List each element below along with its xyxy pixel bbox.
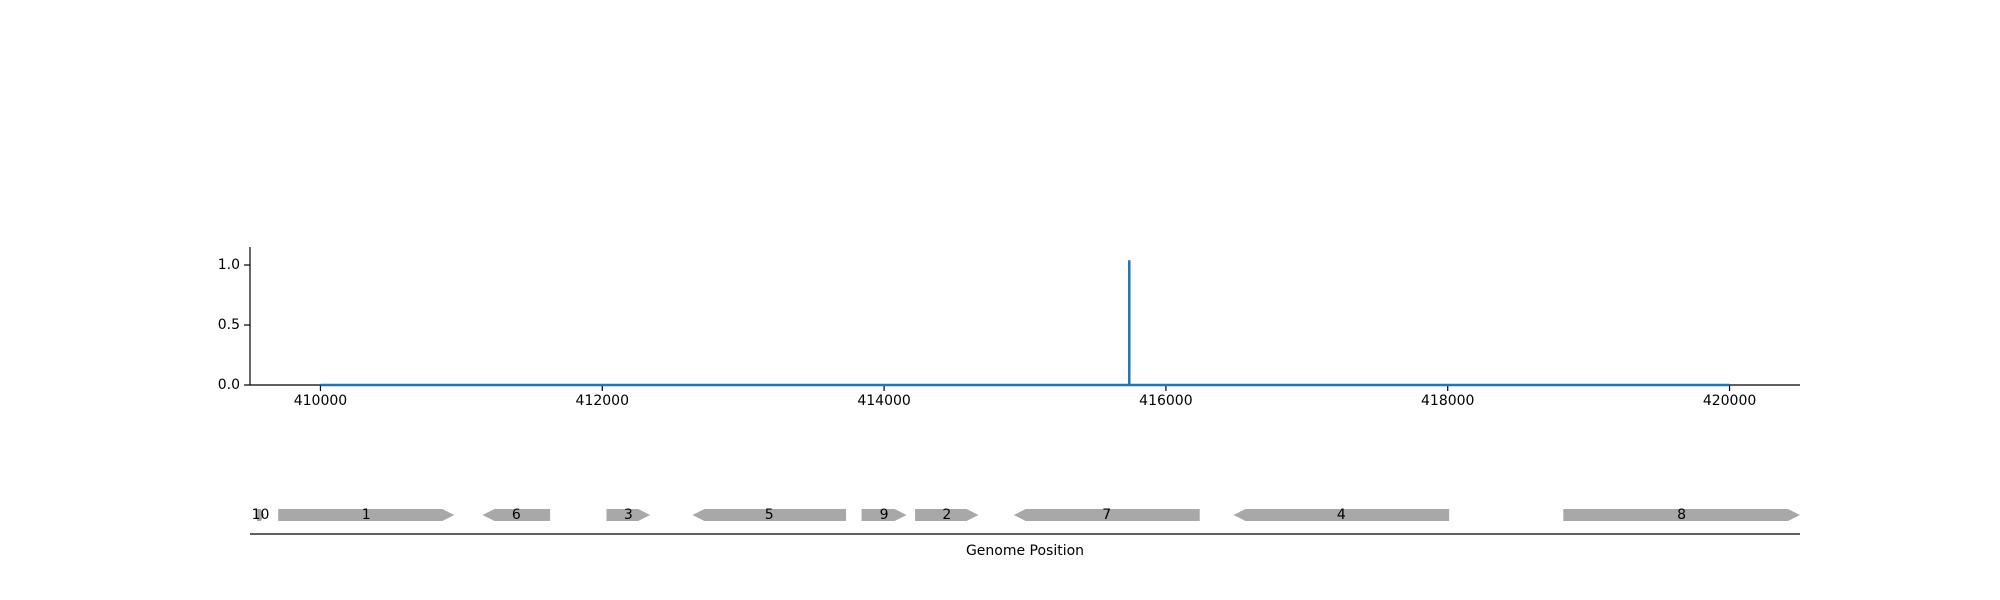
gene-label: 6 <box>512 507 521 523</box>
series-group <box>320 260 1730 387</box>
x-ticks: 410000 412000 414000 416000 418000 420000 <box>294 385 1756 409</box>
x-tick-label: 416000 <box>1139 393 1192 409</box>
x-tick-label: 414000 <box>857 393 910 409</box>
gene-label: 8 <box>1677 507 1686 523</box>
x-tick-label: 412000 <box>576 393 629 409</box>
gene-arrow <box>278 509 455 521</box>
gene-label: 9 <box>880 507 889 523</box>
gene-label: 5 <box>765 507 774 523</box>
series-line <box>320 260 1730 387</box>
gene-label: 7 <box>1102 507 1111 523</box>
signal-plot: 0.0 0.5 1.0 410000 412000 414000 416000 418000… <box>218 247 1800 409</box>
gene-label: 3 <box>624 507 633 523</box>
gene-arrow <box>606 509 651 521</box>
gene-arrow <box>692 509 847 521</box>
gene-arrow <box>1563 509 1800 521</box>
gene-label: 10 <box>252 507 270 523</box>
x-axis-title: Genome Position <box>966 543 1084 559</box>
x-tick-label: 420000 <box>1703 393 1756 409</box>
gene-arrow <box>1233 509 1450 521</box>
y-ticks: 0.0 0.5 1.0 <box>218 257 250 393</box>
gene-arrow <box>482 509 551 521</box>
genes-group: 10 1 6 3 5 9 2 7 4 8 <box>252 507 1800 523</box>
gene-track: 10 1 6 3 5 9 2 7 4 8 Genome Position <box>250 507 1800 559</box>
x-tick-label: 410000 <box>294 393 347 409</box>
y-tick-label: 1.0 <box>218 257 240 273</box>
y-tick-label: 0.0 <box>218 377 240 393</box>
gene-label: 1 <box>362 507 371 523</box>
gene-arrow <box>861 509 907 521</box>
gene-arrow <box>257 509 265 521</box>
gene-arrow <box>915 509 979 521</box>
gene-arrow <box>1013 509 1200 521</box>
gene-label: 4 <box>1337 507 1346 523</box>
x-tick-label: 418000 <box>1421 393 1474 409</box>
y-tick-label: 0.5 <box>218 317 240 333</box>
gene-label: 2 <box>942 507 951 523</box>
